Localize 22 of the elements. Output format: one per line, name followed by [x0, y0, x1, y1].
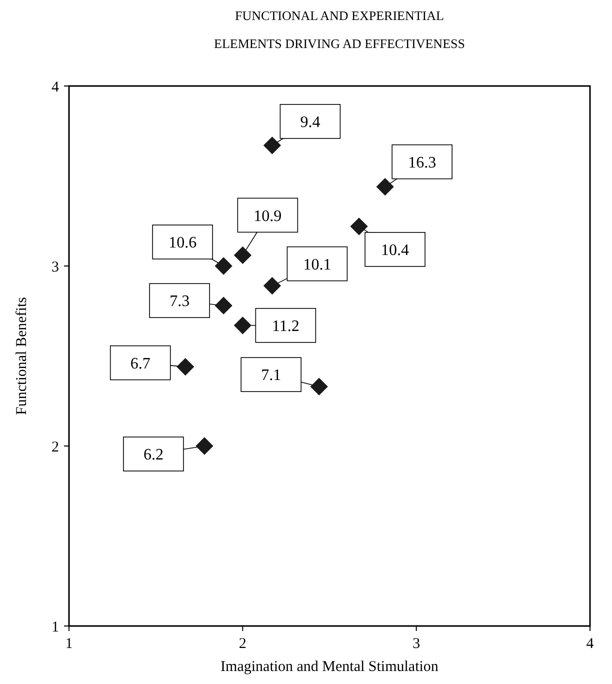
y-tick-label: 3	[52, 259, 59, 276]
x-tick-label: 4	[586, 636, 594, 652]
annotation: 10.6	[168, 234, 197, 252]
x-axis-title: Imagination and Mental Stimulation	[220, 659, 439, 675]
annotation: 7.1	[261, 367, 282, 384]
annotation: 10.9	[254, 208, 282, 225]
annotation: 10.4	[381, 242, 410, 259]
x-tick-label: 2	[238, 636, 246, 652]
x-tick-label: 1	[65, 636, 73, 652]
annotation: 9.4	[300, 114, 320, 131]
y-tick-label: 1	[52, 619, 59, 636]
annotation: 11.2	[272, 318, 300, 335]
annotation: 6.2	[143, 446, 164, 464]
y-axis-title: Functional Benefits	[14, 296, 30, 415]
x-tick-label: 3	[412, 636, 420, 652]
y-tick-label: 2	[52, 439, 59, 456]
annotation: 10.1	[303, 256, 332, 274]
annotation: 6.7	[130, 355, 150, 372]
annotation: 7.3	[170, 293, 190, 310]
annotation: 16.3	[408, 154, 436, 172]
chart-title: FUNCTIONAL AND EXPERIENTIAL ELEMENTS DRIVING AD EFFECTIVENESS	[214, 8, 465, 51]
y-tick-label: 4	[52, 79, 60, 96]
